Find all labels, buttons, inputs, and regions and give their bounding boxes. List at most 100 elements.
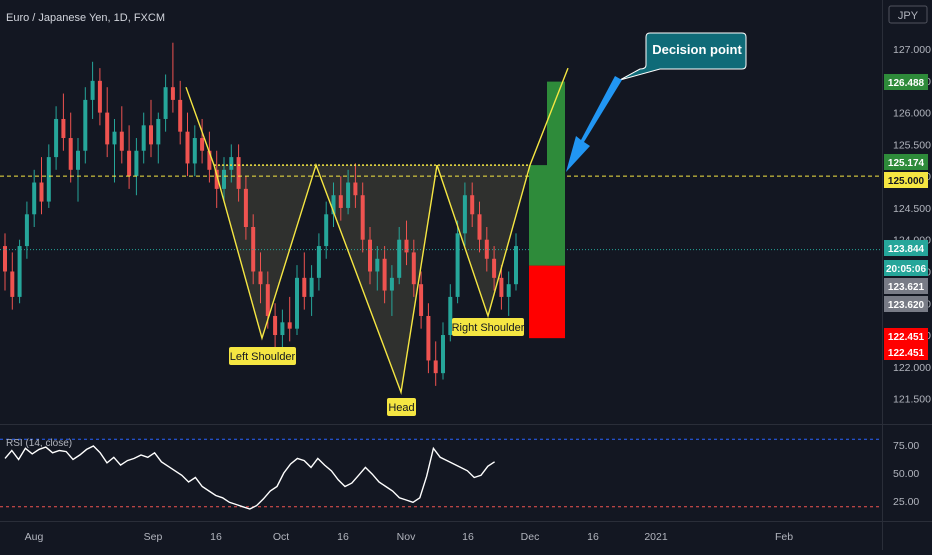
price-tag-label: 122.451 <box>888 348 925 359</box>
price-tick-label: 125.500 <box>893 139 931 151</box>
time-tick-label: 2021 <box>644 531 668 543</box>
head-and-shoulders-pattern <box>214 165 530 393</box>
candle-body <box>287 322 292 329</box>
rsi-tick-label: 75.00 <box>893 440 919 452</box>
candle-body <box>207 150 212 170</box>
price-tag <box>884 296 928 312</box>
target-zone[interactable] <box>529 165 547 266</box>
rsi-pane[interactable] <box>0 438 882 510</box>
candle-body <box>178 99 183 132</box>
time-tick-label: Nov <box>397 531 416 543</box>
candle-body <box>127 150 132 177</box>
candle-body <box>236 157 241 189</box>
candle-body <box>492 258 497 278</box>
candle-body <box>192 138 197 164</box>
rsi-tick-label: 25.00 <box>893 496 919 508</box>
candle-body <box>375 258 380 272</box>
candle-body <box>462 195 467 234</box>
candle-body <box>90 80 95 100</box>
candle-body <box>499 277 504 297</box>
pattern-lines <box>185 67 569 395</box>
time-tick-label: 16 <box>210 531 222 543</box>
long-position-tool[interactable] <box>529 81 565 339</box>
candle-body <box>273 315 278 336</box>
time-axis[interactable]: Aug Sep 16 Oct 16 Nov 16 Dec 16 2021 Feb <box>25 531 794 543</box>
time-tick-label: 16 <box>587 531 599 543</box>
price-tag <box>884 240 928 256</box>
candle-body <box>324 214 329 247</box>
candle-body <box>316 246 321 278</box>
time-tick-label: Feb <box>775 531 793 543</box>
price-tag <box>884 260 928 276</box>
candle-body <box>448 296 453 336</box>
candle-body <box>243 188 248 227</box>
pattern-zigzag <box>185 67 569 395</box>
candle-body <box>470 195 475 215</box>
candle-body <box>24 214 29 247</box>
price-tag-label: 122.451 <box>888 332 925 343</box>
price-tick-label: 121.500 <box>893 394 931 406</box>
candle-body <box>3 246 7 272</box>
candle-body <box>141 125 146 151</box>
candle-body <box>506 284 511 297</box>
candle-body <box>411 252 416 285</box>
price-tag <box>884 74 928 90</box>
currency-badge[interactable]: JPY <box>898 10 919 22</box>
decision-arrow-icon <box>566 76 622 172</box>
candle-body <box>46 157 51 202</box>
candle-body <box>404 239 409 253</box>
currency-badge-box[interactable] <box>888 5 928 24</box>
rsi-line <box>4 445 495 510</box>
price-tag-label: 123.621 <box>888 282 925 293</box>
candle-body <box>83 99 88 151</box>
candle-body <box>10 271 15 297</box>
candle-body <box>39 182 44 202</box>
candle-body <box>397 239 402 278</box>
stop-zone[interactable] <box>529 265 565 339</box>
candle-body <box>61 118 66 139</box>
price-tag-label: 125.174 <box>888 158 925 169</box>
candle-body <box>119 131 124 151</box>
candle-body <box>68 138 73 170</box>
decision-point-callout[interactable] <box>619 32 747 81</box>
price-tick-label: 124.500 <box>893 203 931 215</box>
price-tick-label: 122.000 <box>893 362 931 374</box>
right-shoulder-label-box <box>452 318 524 336</box>
candle-body <box>338 195 343 208</box>
candle-body <box>295 277 299 329</box>
price-tag <box>884 328 928 344</box>
candle-body <box>185 131 190 164</box>
price-tag-label: 20:05:06 <box>886 264 926 275</box>
head-label: Head <box>388 402 414 414</box>
candle-body <box>280 322 285 336</box>
price-tags: 126.488 125.174 125.000 123.844 20:05:06 123.… <box>884 74 928 360</box>
candle-body <box>214 169 219 189</box>
candle-body <box>170 87 175 100</box>
price-tag <box>884 154 928 170</box>
candle-body <box>477 214 482 240</box>
candle-body <box>97 80 102 113</box>
candle-body <box>426 315 431 361</box>
time-tick-label: Dec <box>521 531 540 543</box>
price-tag-label: 125.000 <box>888 176 925 187</box>
candle-body <box>382 258 387 291</box>
candle-body <box>389 277 394 291</box>
left-shoulder-label-box <box>229 347 296 365</box>
left-shoulder-label: Left Shoulder <box>230 351 296 363</box>
price-axis[interactable]: 121.500122.000122.500123.000123.500124.0… <box>893 44 931 508</box>
candle-body <box>441 335 445 374</box>
candle-body <box>258 271 263 285</box>
candle-body <box>368 239 372 272</box>
candle-body <box>265 284 270 316</box>
time-tick-label: 16 <box>337 531 349 543</box>
price-tag <box>884 344 928 360</box>
candle-body <box>514 246 518 285</box>
candle-body <box>302 277 307 297</box>
candle-body <box>309 277 314 297</box>
price-tag <box>884 278 928 294</box>
candle-body <box>346 182 351 208</box>
candle-body <box>331 195 336 215</box>
